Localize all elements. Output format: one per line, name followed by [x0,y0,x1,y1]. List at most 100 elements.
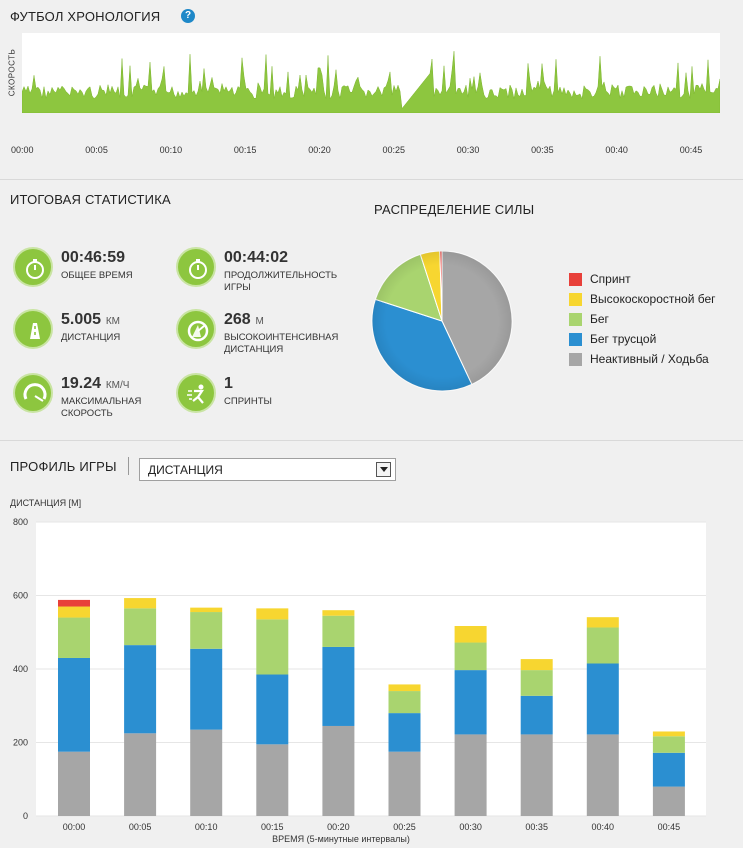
legend-swatch [569,312,582,326]
bar-segment[interactable] [652,736,685,753]
bar-segment[interactable] [388,751,421,816]
x-axis-label: ВРЕМЯ (5-минутные интервалы) [272,834,410,844]
y-tick-label: 800 [13,517,28,527]
stat-value: 268 М [224,311,264,328]
bar-segment[interactable] [454,734,487,816]
stat-value: 00:44:02 [224,249,289,266]
legend-swatch [569,352,582,366]
help-question-icon[interactable]: ? [181,9,195,23]
legend-label: Неактивный / Ходьба [590,352,709,366]
bar-segment[interactable] [256,619,289,675]
legend-swatch [569,292,582,306]
summary-title: ИТОГОВАЯ СТАТИСТИКА [10,192,171,207]
stat-label: ОБЩЕЕ ВРЕМЯ [61,270,133,281]
x-tick-label: 00:20 [327,822,350,832]
bar-segment[interactable] [520,659,553,671]
metric-select[interactable]: ДИСТАНЦИЯ [139,458,396,481]
bar-segment[interactable] [586,627,619,664]
bar-segment[interactable] [124,598,157,609]
speed-area [22,51,720,113]
timeline-tick: 00:05 [85,145,108,155]
bar-segment[interactable] [190,612,223,649]
bar-segment[interactable] [322,725,355,816]
x-tick-label: 00:30 [459,822,482,832]
sprinter-icon [176,373,216,413]
bar-segment[interactable] [256,674,289,745]
timeline-tick: 00:30 [456,145,480,155]
timeline-tick: 00:25 [382,145,406,155]
summary-section: ИТОГОВАЯ СТАТИСТИКА 00:46:59 ОБЩЕЕ ВРЕМЯ 0… [0,181,743,441]
bar-segment[interactable] [124,608,157,646]
bar-segment[interactable] [520,734,553,816]
bar-segment[interactable] [190,729,223,816]
x-tick-label: 00:25 [393,822,416,832]
stat-label: ВЫСОКОИНТЕНСИВНАЯ ДИСТАНЦИЯ [224,332,339,355]
legend-item: Бег трусцой [569,329,716,349]
bar-segment[interactable] [454,670,487,735]
stat-label: ПРОДОЛЖИТЕЛЬНОСТЬ ИГРЫ [224,270,338,293]
bar-segment[interactable] [190,648,223,730]
legend-swatch [569,332,582,346]
y-tick-label: 600 [13,591,28,601]
bar-segment[interactable] [58,751,90,816]
bar-segment[interactable] [58,599,90,607]
speed-axis-label: СКОРОСТЬ [7,48,17,97]
bar-segment[interactable] [652,786,685,816]
bar-segment[interactable] [124,733,157,816]
bar-segment[interactable] [256,744,289,816]
bar-segment[interactable] [586,663,619,735]
dropdown-arrow-icon[interactable] [376,462,391,477]
legend-label: Бег [590,312,609,326]
bar-segment[interactable] [454,642,487,671]
stat-value: 1 [224,375,233,392]
bar-segment[interactable] [520,695,553,735]
stopwatch-icon [13,247,53,287]
distribution-legend: Спринт Высокоскоростной бег Бег Бег трусцой… [569,269,716,369]
speed-timeline-chart[interactable] [22,33,720,113]
divider [128,457,129,475]
bar-segment[interactable] [652,731,685,737]
y-tick-label: 200 [13,738,28,748]
x-tick-label: 00:15 [261,822,284,832]
bar-segment[interactable] [322,610,355,616]
bar-chart-ylabel: ДИСТАНЦИЯ [М] [10,498,82,508]
bar-segment[interactable] [322,646,355,726]
stopwatch-icon [176,247,216,287]
x-tick-label: 00:35 [525,822,548,832]
timeline-title: ФУТБОЛ ХРОНОЛОГИЯ [10,9,161,24]
legend-label: Бег трусцой [590,332,657,346]
legend-item: Спринт [569,269,716,289]
high-intensity-gauge-icon [176,309,216,349]
legend-label: Спринт [590,272,631,286]
x-tick-label: 00:45 [658,822,681,832]
bar-segment[interactable] [586,617,619,628]
bar-segment[interactable] [256,608,289,620]
bar-segment[interactable] [388,684,421,692]
pie-shade [372,251,512,391]
legend-label: Высокоскоростной бег [590,292,716,306]
bar-segment[interactable] [520,670,553,696]
legend-swatch [569,272,582,286]
bar-segment[interactable] [586,734,619,816]
timeline-tick: 00:20 [308,145,331,155]
bar-segment[interactable] [652,752,685,787]
bar-segment[interactable] [58,606,90,618]
timeline-tick: 00:00 [11,145,34,155]
bar-segment[interactable] [58,657,90,752]
bar-segment[interactable] [58,617,90,658]
stat-value: 5.005 КМ [61,311,120,328]
stat-label: ДИСТАНЦИЯ [61,332,121,343]
bar-segment[interactable] [322,615,355,647]
timeline-tick: 00:35 [531,145,554,155]
game-profile-section: ПРОФИЛЬ ИГРЫ ДИСТАНЦИЯ ДИСТАНЦИЯ [М] 0 20… [0,442,743,848]
bar-segment[interactable] [124,645,157,734]
stat-label: МАКСИМАЛЬНАЯ СКОРОСТЬ [61,396,142,419]
distribution-pie-chart[interactable] [370,251,520,401]
bar-segment[interactable] [388,691,421,714]
bar-segment[interactable] [454,626,487,643]
legend-item: Бег [569,309,716,329]
stat-value: 00:46:59 [61,249,126,266]
speed-axis-label-wrap: СКОРОСТЬ [2,48,18,100]
bar-segment[interactable] [190,607,223,613]
bar-segment[interactable] [388,713,421,752]
